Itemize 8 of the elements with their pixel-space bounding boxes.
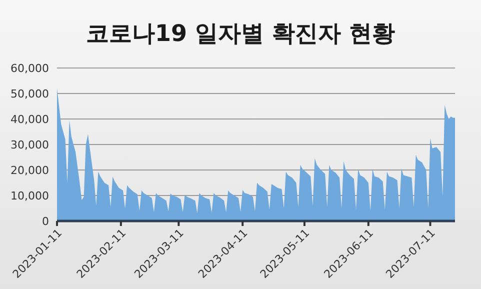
y-tick-label: 20,000 bbox=[10, 164, 49, 177]
y-tick-label: 10,000 bbox=[10, 189, 49, 202]
y-tick-label: 60,000 bbox=[10, 62, 49, 75]
y-tick-label: 40,000 bbox=[10, 112, 49, 126]
y-tick-label: 0 bbox=[42, 214, 49, 228]
y-tick-label: 50,000 bbox=[10, 87, 49, 100]
y-tick-label: 30,000 bbox=[10, 138, 49, 152]
chart-title: 코로나19 일자별 확진자 현황 bbox=[84, 20, 396, 49]
